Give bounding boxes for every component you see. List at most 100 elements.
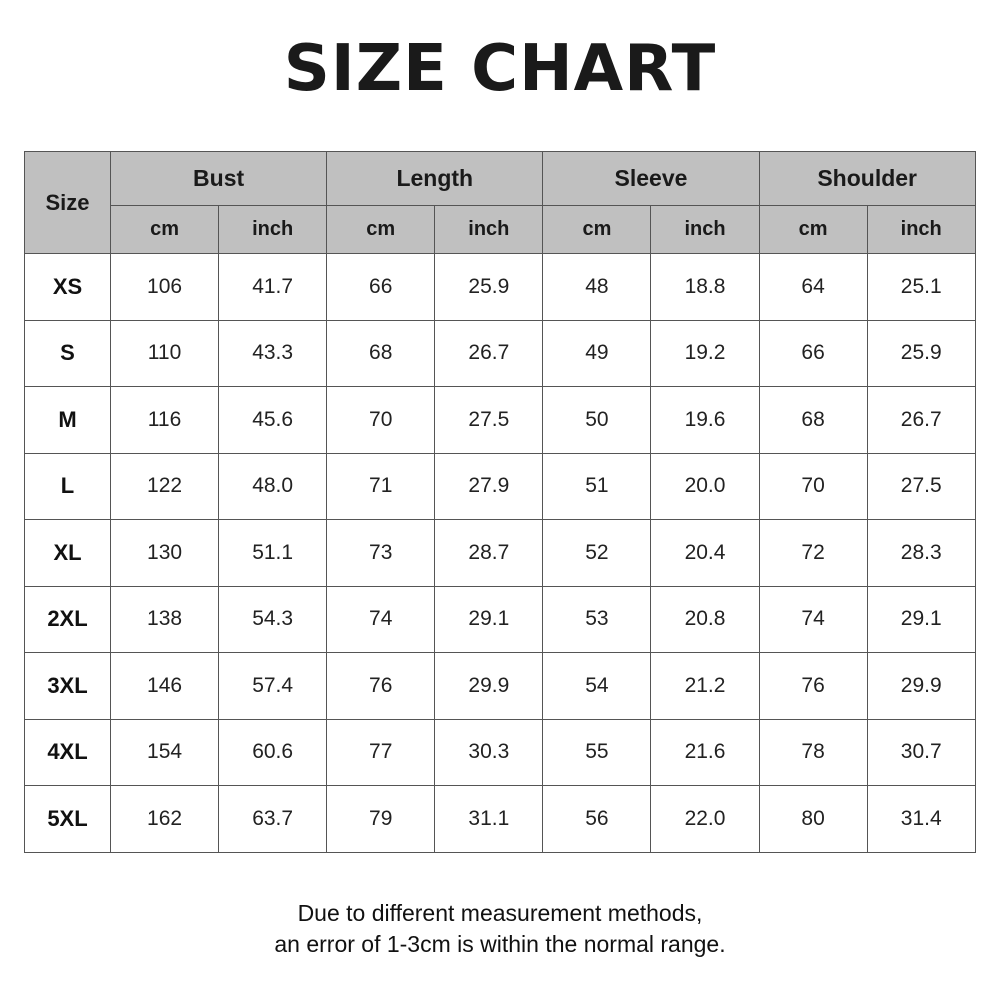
table-row: XL 130 51.1 73 28.7 52 20.4 72 28.3 <box>24 519 976 587</box>
size-label: XL <box>24 519 111 587</box>
measurement-cell: 64 <box>758 253 868 321</box>
measurement-cell: 106 <box>109 253 220 321</box>
measurement-cell: 31.1 <box>434 785 544 853</box>
measurement-cell: 26.7 <box>434 319 544 387</box>
measurement-cell: 29.1 <box>866 585 976 653</box>
unit-header-inch: inch <box>650 205 760 254</box>
table-row: L 122 48.0 71 27.9 51 20.0 70 27.5 <box>24 452 976 520</box>
measurement-cell: 41.7 <box>218 253 328 321</box>
measurement-cell: 29.9 <box>866 652 976 720</box>
measurement-cell: 76 <box>326 652 436 720</box>
measurement-cell: 60.6 <box>218 718 328 786</box>
measurement-cell: 78 <box>758 718 868 786</box>
measurement-cell: 52 <box>542 519 652 587</box>
measurement-cell: 48.0 <box>218 452 328 520</box>
size-chart-table: Size Bust Length Sleeve Shoulder cm inch cm in… <box>24 151 976 853</box>
size-label: 4XL <box>24 718 111 786</box>
measurement-cell: 50 <box>542 386 652 454</box>
measurement-cell: 20.0 <box>650 452 760 520</box>
group-header-shoulder: Shoulder <box>758 151 976 206</box>
table-row: XS 106 41.7 66 25.9 48 18.8 64 25.1 <box>24 253 976 321</box>
measurement-cell: 70 <box>758 452 868 520</box>
measurement-note: Due to different measurement methods, an… <box>0 898 1000 960</box>
table-row: 5XL 162 63.7 79 31.1 56 22.0 80 31.4 <box>24 785 976 853</box>
measurement-cell: 25.9 <box>866 319 976 387</box>
measurement-cell: 51 <box>542 452 652 520</box>
measurement-cell: 29.9 <box>434 652 544 720</box>
measurement-cell: 26.7 <box>866 386 976 454</box>
note-line-1: Due to different measurement methods, <box>297 900 703 926</box>
group-header-length: Length <box>326 151 544 206</box>
measurement-cell: 29.1 <box>434 585 544 653</box>
measurement-cell: 22.0 <box>650 785 760 853</box>
table-row: 2XL 138 54.3 74 29.1 53 20.8 74 29.1 <box>24 585 976 653</box>
measurement-cell: 154 <box>109 718 220 786</box>
measurement-cell: 21.2 <box>650 652 760 720</box>
measurement-cell: 146 <box>109 652 220 720</box>
table-row: 4XL 154 60.6 77 30.3 55 21.6 78 30.7 <box>24 718 976 786</box>
size-label: 2XL <box>24 585 111 653</box>
measurement-cell: 27.9 <box>434 452 544 520</box>
size-label: XS <box>24 253 111 321</box>
measurement-cell: 71 <box>326 452 436 520</box>
measurement-cell: 51.1 <box>218 519 328 587</box>
unit-header-inch: inch <box>866 205 976 254</box>
measurement-cell: 19.2 <box>650 319 760 387</box>
measurement-cell: 63.7 <box>218 785 328 853</box>
measurement-cell: 49 <box>542 319 652 387</box>
measurement-cell: 27.5 <box>434 386 544 454</box>
measurement-cell: 68 <box>326 319 436 387</box>
measurement-cell: 57.4 <box>218 652 328 720</box>
unit-header-cm: cm <box>109 205 220 254</box>
measurement-cell: 25.1 <box>866 253 976 321</box>
measurement-cell: 110 <box>109 319 220 387</box>
measurement-cell: 19.6 <box>650 386 760 454</box>
table-row: M 116 45.6 70 27.5 50 19.6 68 26.7 <box>24 386 976 454</box>
measurement-cell: 45.6 <box>218 386 328 454</box>
unit-header-inch: inch <box>434 205 544 254</box>
size-label: L <box>24 452 111 520</box>
measurement-cell: 28.3 <box>866 519 976 587</box>
group-header-bust: Bust <box>109 151 328 206</box>
measurement-cell: 55 <box>542 718 652 786</box>
measurement-cell: 80 <box>758 785 868 853</box>
note-line-2: an error of 1-3cm is within the normal r… <box>274 931 726 957</box>
measurement-cell: 130 <box>109 519 220 587</box>
measurement-cell: 30.3 <box>434 718 544 786</box>
measurement-cell: 53 <box>542 585 652 653</box>
measurement-cell: 74 <box>326 585 436 653</box>
measurement-cell: 70 <box>326 386 436 454</box>
measurement-cell: 20.8 <box>650 585 760 653</box>
measurement-cell: 56 <box>542 785 652 853</box>
measurement-cell: 79 <box>326 785 436 853</box>
measurement-cell: 74 <box>758 585 868 653</box>
size-label: 3XL <box>24 652 111 720</box>
size-label: 5XL <box>24 785 111 853</box>
measurement-cell: 66 <box>326 253 436 321</box>
table-row: S 110 43.3 68 26.7 49 19.2 66 25.9 <box>24 319 976 387</box>
measurement-cell: 73 <box>326 519 436 587</box>
measurement-cell: 43.3 <box>218 319 328 387</box>
measurement-cell: 18.8 <box>650 253 760 321</box>
measurement-cell: 54 <box>542 652 652 720</box>
size-label: S <box>24 319 111 387</box>
measurement-cell: 25.9 <box>434 253 544 321</box>
measurement-cell: 54.3 <box>218 585 328 653</box>
unit-header-cm: cm <box>326 205 436 254</box>
measurement-cell: 76 <box>758 652 868 720</box>
measurement-cell: 48 <box>542 253 652 321</box>
size-header: Size <box>24 151 111 254</box>
measurement-cell: 28.7 <box>434 519 544 587</box>
measurement-cell: 27.5 <box>866 452 976 520</box>
unit-header-cm: cm <box>542 205 652 254</box>
measurement-cell: 30.7 <box>866 718 976 786</box>
measurement-cell: 138 <box>109 585 220 653</box>
measurement-cell: 20.4 <box>650 519 760 587</box>
measurement-cell: 21.6 <box>650 718 760 786</box>
measurement-cell: 116 <box>109 386 220 454</box>
size-label: M <box>24 386 111 454</box>
unit-header-inch: inch <box>218 205 328 254</box>
measurement-cell: 77 <box>326 718 436 786</box>
unit-header-cm: cm <box>758 205 868 254</box>
page-title: SIZE CHART <box>283 32 717 106</box>
